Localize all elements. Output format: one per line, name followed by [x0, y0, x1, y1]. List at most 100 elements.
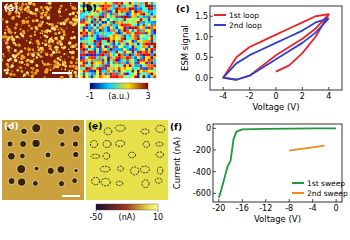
texture [115, 125, 125, 131]
texture [132, 32, 135, 35]
texture [132, 64, 135, 67]
texture [129, 62, 132, 65]
texture [132, 29, 135, 32]
texture [88, 43, 91, 46]
x-tick [249, 87, 250, 90]
texture [5, 41, 9, 45]
texture [155, 178, 162, 183]
texture [83, 26, 86, 29]
texture [91, 40, 94, 43]
texture [1, 18, 3, 20]
texture [51, 49, 53, 51]
texture [85, 13, 88, 16]
texture [24, 8, 28, 12]
texture [62, 63, 65, 66]
texture [38, 49, 40, 51]
texture [110, 56, 113, 59]
texture [110, 35, 113, 38]
texture [102, 70, 105, 73]
texture [121, 56, 124, 59]
texture [61, 16, 62, 17]
texture [99, 2, 102, 5]
texture [21, 6, 23, 8]
texture [33, 74, 35, 76]
texture [96, 24, 99, 27]
texture [151, 7, 154, 10]
texture [7, 152, 15, 160]
texture [88, 16, 91, 19]
panel-label: (f) [170, 122, 182, 132]
texture [148, 43, 151, 46]
texture [134, 2, 137, 5]
texture [140, 7, 143, 10]
texture [110, 48, 113, 51]
texture [91, 70, 94, 73]
texture [21, 24, 22, 25]
texture [23, 37, 24, 38]
texture [91, 154, 100, 158]
texture [129, 67, 132, 70]
texture [134, 35, 137, 38]
texture [118, 2, 121, 5]
texture [72, 12, 75, 15]
texture [99, 56, 102, 59]
texture [94, 26, 97, 29]
texture [115, 45, 118, 48]
texture [47, 16, 51, 20]
texture [142, 16, 145, 19]
texture [85, 45, 88, 48]
texture [142, 180, 149, 188]
texture [96, 5, 99, 8]
texture [88, 54, 91, 57]
texture [126, 7, 129, 10]
texture [85, 51, 88, 54]
texture [96, 43, 99, 46]
texture [123, 7, 126, 10]
texture [30, 53, 32, 55]
texture [145, 48, 148, 51]
texture [148, 13, 151, 16]
texture [137, 26, 140, 29]
texture [99, 5, 102, 8]
y-tick-label: 0.5 [195, 53, 208, 62]
texture [22, 21, 26, 25]
texture [29, 2, 31, 4]
texture [19, 38, 20, 39]
texture [9, 52, 10, 53]
texture [123, 13, 126, 16]
texture [132, 26, 135, 29]
texture [151, 16, 154, 19]
texture [118, 26, 121, 29]
texture [115, 37, 118, 40]
y-tick-label: -400 [193, 168, 211, 177]
texture [118, 166, 124, 171]
texture [40, 37, 41, 38]
texture [5, 20, 8, 23]
x-tick-label: -12 [259, 204, 272, 213]
texture [110, 59, 113, 62]
texture [142, 10, 145, 13]
texture [115, 62, 118, 65]
plot-area [223, 14, 329, 80]
texture [153, 16, 156, 19]
texture [91, 21, 94, 24]
texture [129, 70, 132, 73]
texture [91, 13, 94, 16]
texture [33, 3, 36, 6]
texture [102, 62, 105, 65]
texture [113, 56, 116, 59]
texture [4, 69, 7, 72]
texture [28, 25, 30, 27]
panel-label: (e) [88, 121, 102, 131]
texture [5, 29, 7, 31]
texture [123, 73, 126, 76]
texture [129, 152, 136, 158]
texture [137, 73, 140, 76]
texture [123, 56, 126, 59]
x-tick [276, 87, 277, 90]
texture [44, 13, 48, 17]
texture [102, 35, 105, 38]
texture [99, 29, 102, 32]
texture [126, 54, 129, 57]
texture [115, 35, 118, 38]
